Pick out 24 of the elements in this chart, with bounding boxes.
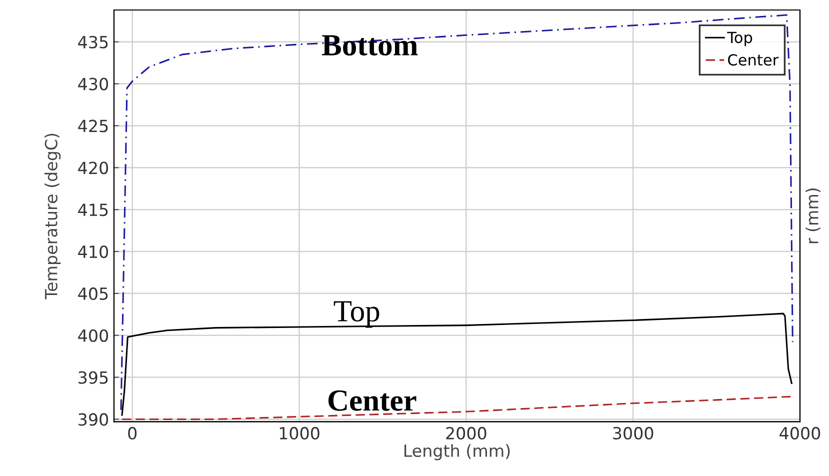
y-tick-label: 420 [78,162,108,174]
y-tick-label: 435 [78,36,108,48]
x-axis-title: Length (mm) [404,444,510,460]
x-tick-label: 2000 [446,426,486,440]
y-tick-label: 390 [78,413,108,426]
legend-label: Center [728,54,779,66]
y-tick-label: 405 [78,287,108,300]
y-axis-title: Temperature (degC) [44,134,61,300]
annotation: Bottom [322,35,418,56]
y2-axis-title: r (mm) [806,188,820,244]
x-tick-label: 3000 [613,426,654,440]
y-tick-label: 410 [78,245,108,258]
annotation: Center [328,390,416,411]
line-series [120,14,794,411]
legend-label: Top [727,32,752,46]
y-tick-label: 415 [78,204,108,216]
y-tick-label: 400 [78,329,108,342]
x-tick-label: 4000 [780,426,820,440]
y-tick-label: 425 [78,120,108,132]
x-tick-label: 1000 [280,426,320,440]
x-tick-label: 0 [128,426,137,440]
y-tick-label: 430 [78,78,108,90]
y-tick-label: 395 [78,371,108,384]
annotation: Top [334,301,380,328]
